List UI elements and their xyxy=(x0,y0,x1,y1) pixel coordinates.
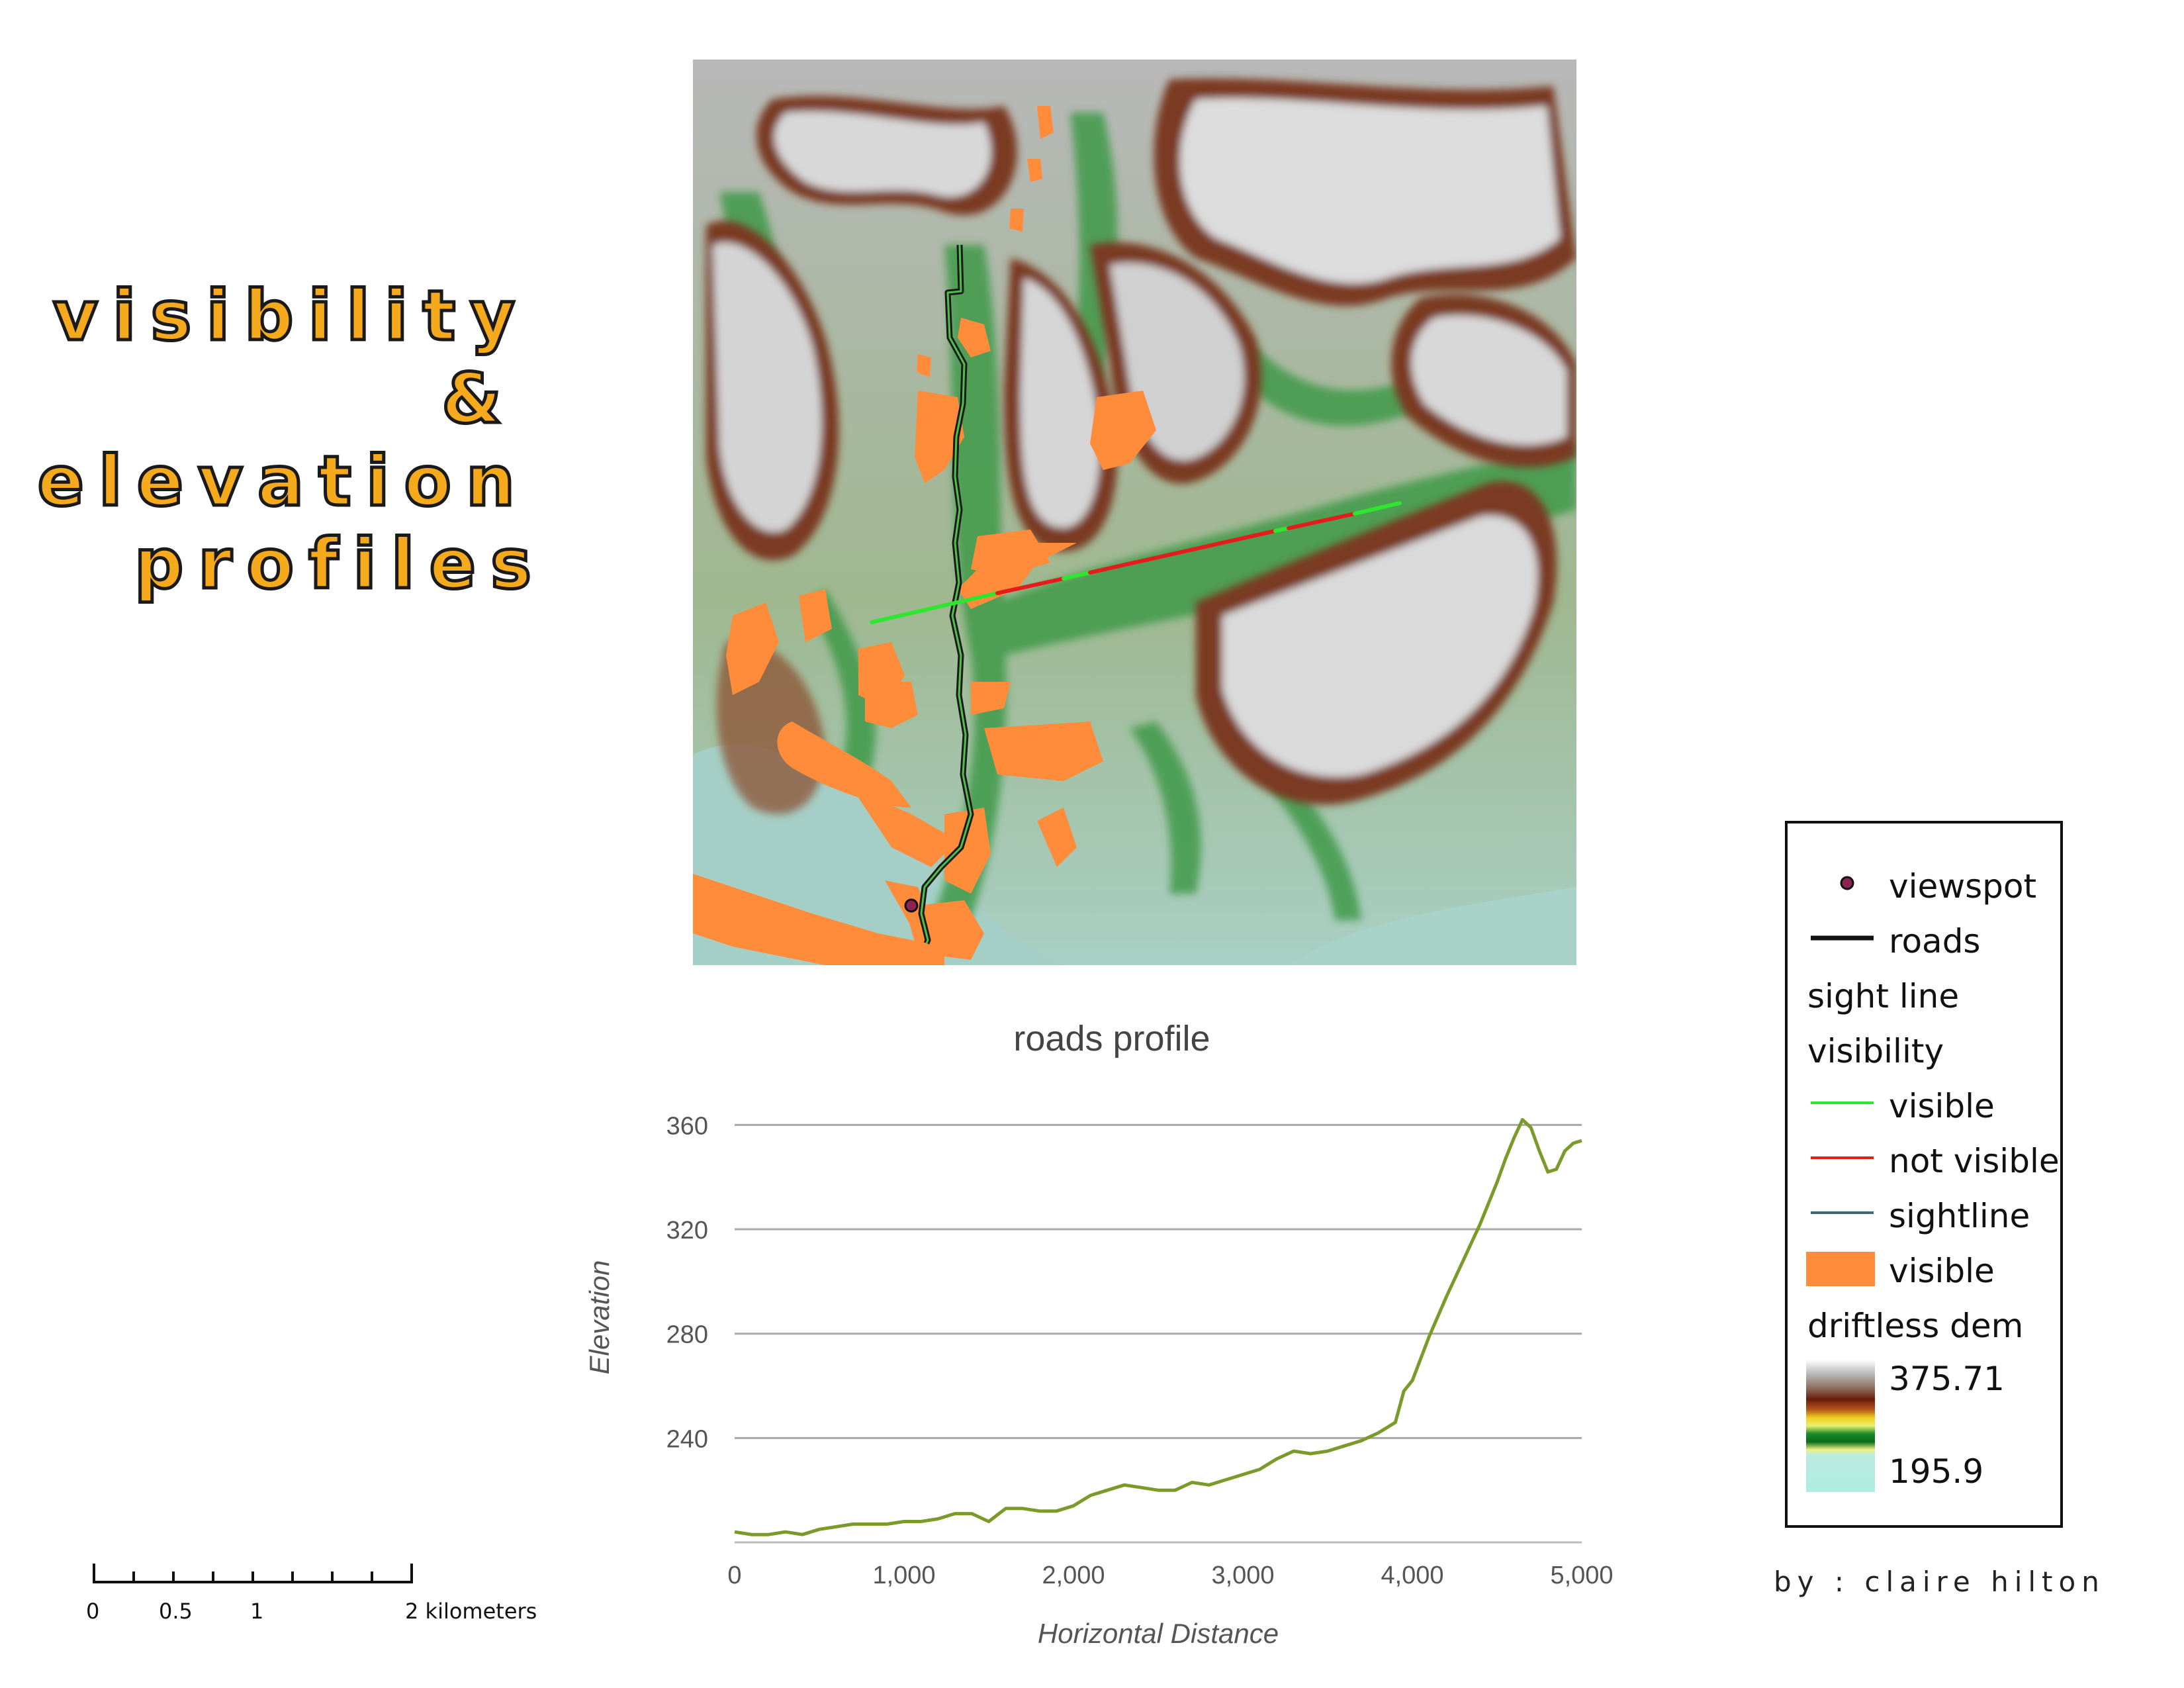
title-line-2: & xyxy=(440,358,516,439)
visible-line-icon xyxy=(1811,1102,1874,1104)
legend-viewspot: viewspot xyxy=(1788,863,2060,910)
scale-bar: 0 0.5 1 2 kilometers xyxy=(86,1564,537,1624)
scale-label-0-5: 0.5 xyxy=(159,1599,193,1624)
legend-sight-line-header: sight line xyxy=(1807,977,1960,1015)
x-tick-label: 0 xyxy=(727,1562,741,1589)
sightline-icon xyxy=(1811,1211,1874,1214)
dem-ramp-icon xyxy=(1806,1360,1875,1492)
y-tick-label: 320 xyxy=(666,1217,708,1244)
legend-dem-min: 195.9 xyxy=(1889,1452,1984,1491)
chart-y-label: Elevation xyxy=(584,1260,615,1375)
visible-area-swatch-icon xyxy=(1806,1252,1875,1286)
terrain-map[interactable] xyxy=(693,60,1576,965)
legend-visible-area: visible xyxy=(1788,1248,2060,1294)
ridges xyxy=(706,78,1576,814)
river-plain-east xyxy=(1289,887,1576,965)
x-tick-label: 3,000 xyxy=(1211,1562,1274,1589)
legend-viewspot-label: viewspot xyxy=(1889,867,2037,906)
x-tick-label: 2,000 xyxy=(1042,1562,1105,1589)
legend-roads-label: roads xyxy=(1889,922,1981,961)
chart-title: roads profile xyxy=(1013,1019,1210,1058)
x-tick-label: 5,000 xyxy=(1550,1562,1613,1589)
legend-roads: roads xyxy=(1788,918,2060,964)
x-tick-label: 1,000 xyxy=(872,1562,935,1589)
legend-visible-line: visible xyxy=(1788,1083,2060,1129)
title-line-3: elevation xyxy=(36,441,529,522)
legend-dem-max: 375.71 xyxy=(1889,1360,2005,1398)
chart-x-ticks: 0 1,000 2,000 3,000 4,000 5,000 xyxy=(727,1562,1613,1589)
x-tick-label: 4,000 xyxy=(1381,1562,1443,1589)
chart-x-label: Horizontal Distance xyxy=(1038,1618,1279,1649)
chart-grid xyxy=(735,1123,1582,1439)
viewspot-marker[interactable] xyxy=(904,898,919,913)
viewspot-icon xyxy=(1840,876,1854,890)
legend-not-visible-line: not visible xyxy=(1788,1138,2060,1184)
map-legend: viewspot roads sight line visibility vis… xyxy=(1785,821,2063,1528)
legend-sightline: sightline xyxy=(1788,1193,2060,1239)
profile-series-line xyxy=(734,1118,1582,1536)
road-line-icon xyxy=(1811,935,1874,941)
y-tick-label: 240 xyxy=(666,1425,708,1453)
y-tick-label: 360 xyxy=(666,1112,708,1140)
visible-areas xyxy=(693,106,1156,965)
legend-visibility-header: visibility xyxy=(1807,1032,1944,1070)
scale-label-1: 1 xyxy=(250,1599,263,1624)
chart-y-ticks: 240 280 320 360 xyxy=(666,1112,708,1453)
legend-dem-header: driftless dem xyxy=(1807,1307,2024,1345)
credit: by : claire hilton xyxy=(1774,1566,2105,1598)
scale-label-2-km: 2 kilometers xyxy=(405,1599,537,1624)
scale-label-0: 0 xyxy=(86,1599,99,1624)
not-visible-line-icon xyxy=(1811,1156,1874,1159)
title-line-4: profiles xyxy=(132,524,546,604)
terrain-map-icon xyxy=(693,60,1576,965)
y-tick-label: 280 xyxy=(666,1321,708,1349)
sight-line xyxy=(870,501,1402,624)
title-line-1: visibility xyxy=(52,275,529,356)
